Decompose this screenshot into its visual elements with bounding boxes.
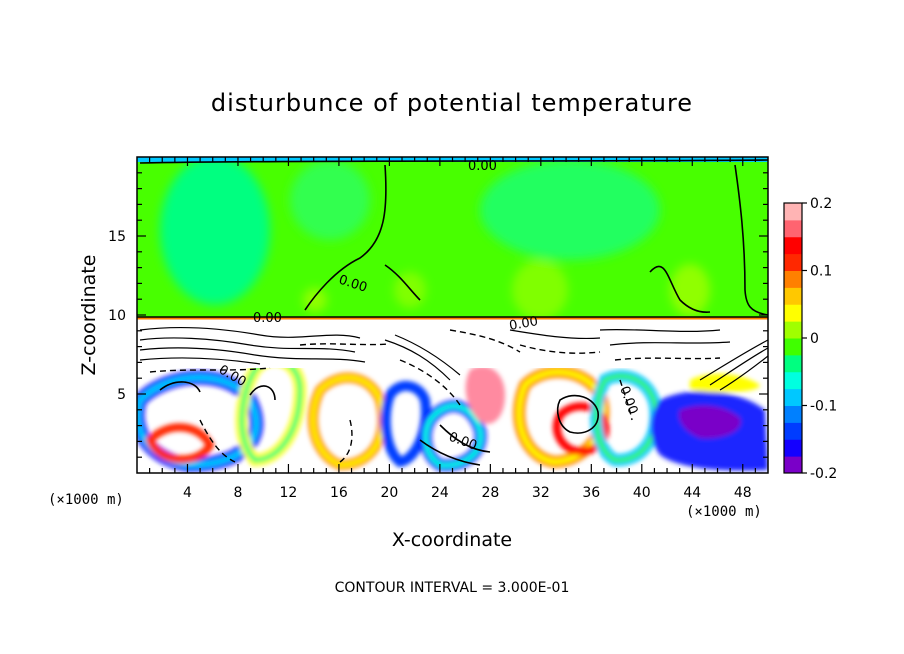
upper-patch-lime	[512, 260, 568, 320]
x-tick-label: 44	[683, 485, 701, 501]
colorbar-swatch	[784, 304, 802, 322]
contour-label: 0.00	[253, 311, 282, 326]
vortex-ring	[465, 366, 505, 424]
colorbar-swatch	[784, 321, 802, 339]
upper-patch-teal	[160, 157, 270, 305]
upper-patch-lime	[303, 288, 327, 312]
vortex-ring	[145, 423, 215, 464]
contour-lines-dense	[139, 326, 768, 391]
x-tick-label: 32	[532, 485, 550, 501]
x-tick-label: 28	[481, 485, 499, 501]
vortex-ring	[310, 375, 385, 468]
heatmap-field: 0.00 0.00 0.00 0.00 0.00 0.00 0.00	[137, 157, 768, 473]
colorbar-swatch	[784, 456, 802, 474]
x-tick-label: 8	[233, 485, 242, 501]
contour-lines-dashed	[149, 329, 721, 463]
colorbar-swatch	[784, 253, 802, 271]
y-tick-label: 15	[108, 229, 126, 245]
colorbar-swatch	[784, 388, 802, 406]
x-tick-label: 16	[330, 485, 348, 501]
vortex-ring	[380, 381, 431, 468]
colorbar-tick-label: -0.1	[810, 399, 837, 415]
colorbar-swatch	[784, 270, 802, 288]
colorbar-swatch	[784, 236, 802, 255]
colorbar-swatch	[784, 439, 802, 457]
vortex-ring	[594, 374, 658, 463]
colorbar-swatch	[784, 203, 802, 221]
x-tick-label: 12	[280, 485, 298, 501]
colorbar-tick-label: 0.2	[810, 196, 832, 212]
colorbar-tick-label: 0	[810, 331, 819, 347]
upper-patch-teal	[480, 160, 660, 260]
colorbar-swatch	[784, 354, 802, 373]
y-axis: 5 10 15	[108, 172, 768, 458]
chart-title: disturbunce of potential temperature	[211, 89, 693, 117]
colorbar-tick-label: 0.1	[810, 264, 832, 280]
contour-lines-solid	[137, 159, 768, 466]
colorbar-swatch	[784, 405, 802, 423]
colorbar: -0.2 -0.1 0 0.1 0.2	[783, 196, 837, 482]
vortex-ring	[423, 403, 484, 468]
x-tick-label: 4	[183, 485, 192, 501]
vortex-ring	[679, 405, 741, 439]
y-axis-label: Z-coordinate	[78, 255, 100, 376]
contour-label: 0.00	[508, 314, 539, 334]
contour-interval-note: CONTOUR INTERVAL = 3.000E-01	[335, 580, 570, 596]
vortex-ring	[690, 373, 760, 393]
y-tick-label: 5	[117, 387, 126, 403]
x-unit-right: (×1000 m)	[686, 504, 762, 520]
x-unit-left: (×1000 m)	[48, 492, 124, 508]
contour-labels: 0.00 0.00 0.00 0.00 0.00 0.00 0.00	[216, 159, 640, 454]
vortex-ring	[516, 369, 606, 465]
x-tick-label: 20	[380, 485, 398, 501]
x-axis-label: X-coordinate	[392, 529, 512, 551]
x-axis: 4 8 12 16 20 24 28 32 36 40 44 48	[149, 157, 756, 501]
colorbar-swatch	[784, 219, 802, 238]
x-tick-label: 36	[582, 485, 600, 501]
x-tick-label: 40	[633, 485, 651, 501]
y-tick-label: 10	[108, 308, 126, 324]
colorbar-swatch	[784, 371, 802, 390]
x-tick-label: 24	[431, 485, 449, 501]
colorbar-swatch	[784, 287, 802, 305]
colorbar-swatch	[784, 422, 802, 440]
colorbar-tick-label: -0.2	[810, 466, 837, 482]
upper-patch-teal	[290, 160, 370, 240]
colorbar-swatch	[784, 338, 802, 356]
upper-patch-lime	[670, 264, 710, 316]
contour-label: 0.00	[468, 159, 497, 174]
x-tick-label: 48	[734, 485, 752, 501]
